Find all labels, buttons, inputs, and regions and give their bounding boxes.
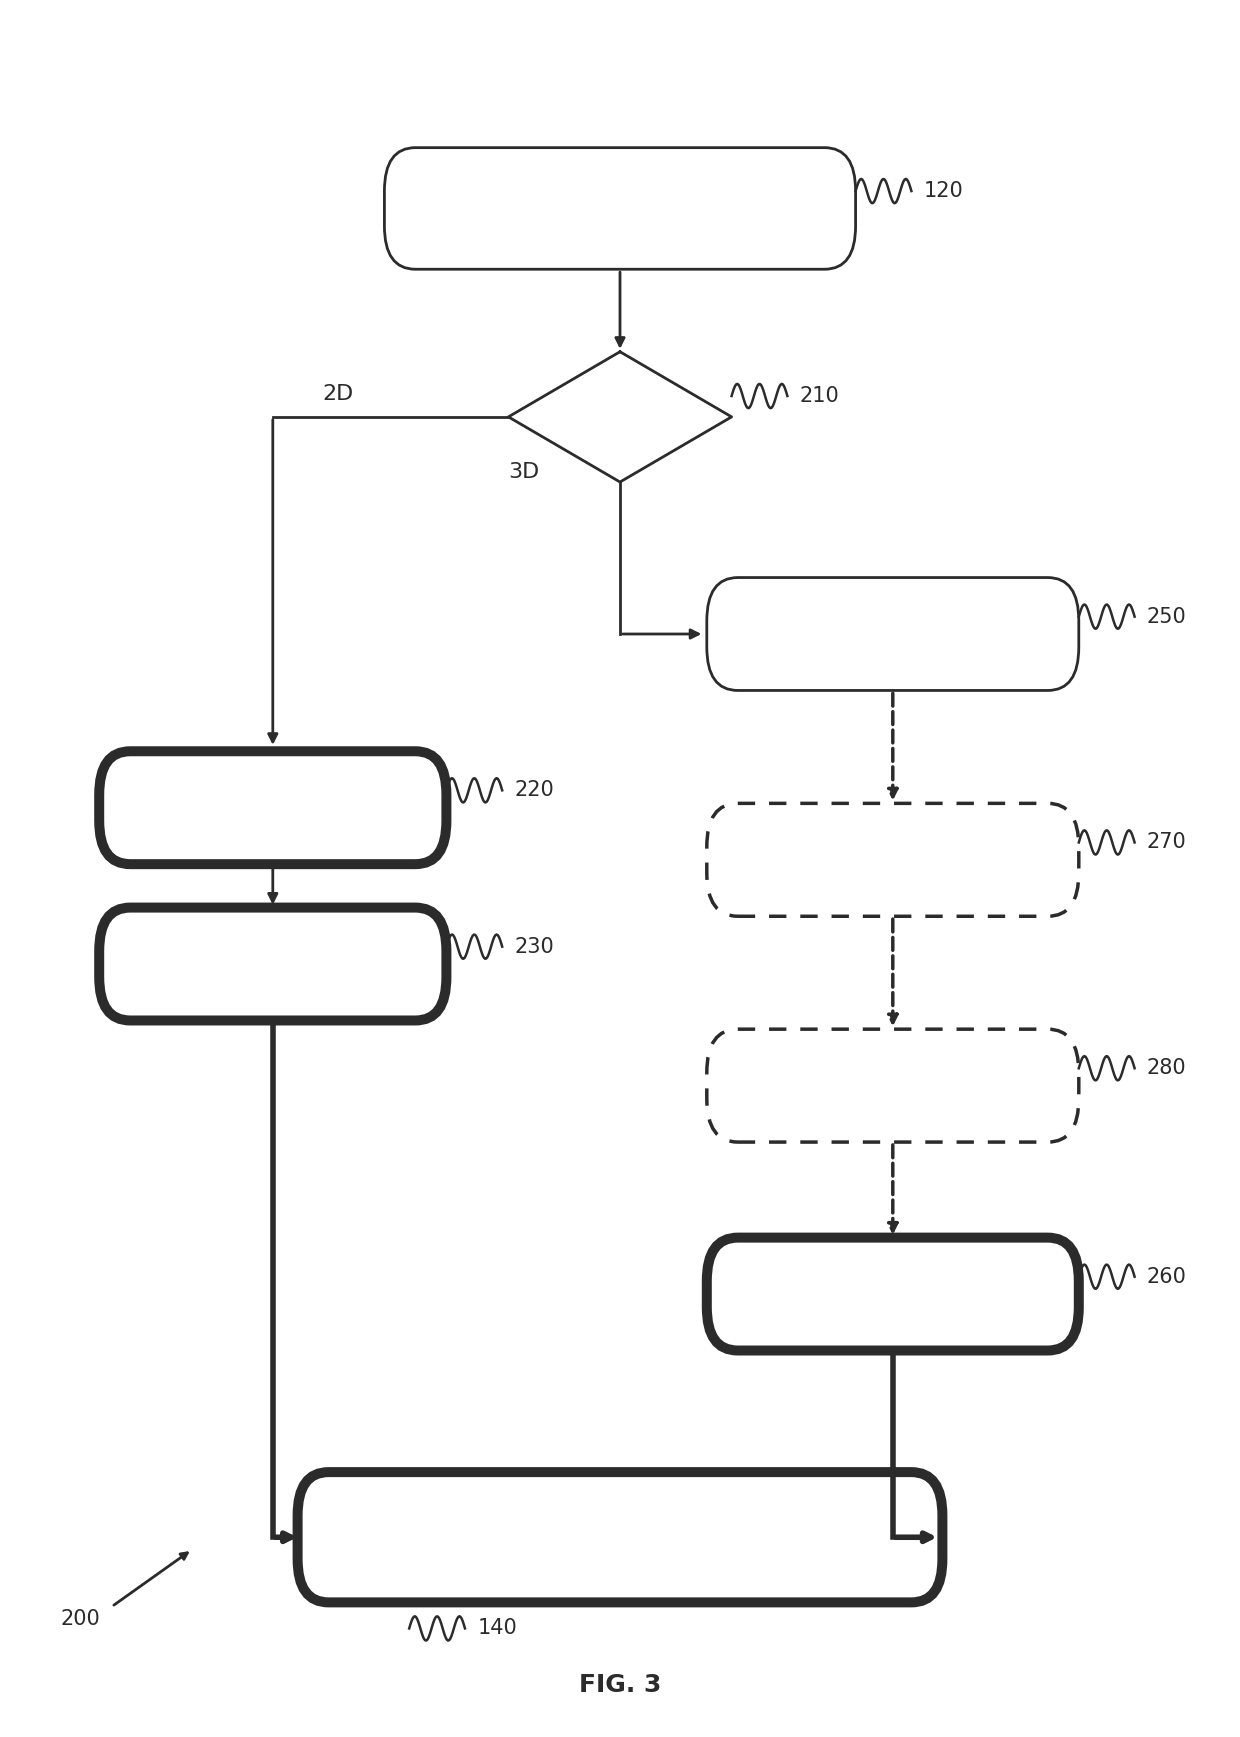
FancyBboxPatch shape <box>99 750 446 863</box>
Text: 140: 140 <box>477 1619 517 1638</box>
Text: 270: 270 <box>1147 832 1187 853</box>
Text: 200: 200 <box>61 1608 100 1629</box>
Text: 210: 210 <box>800 386 839 406</box>
FancyBboxPatch shape <box>99 907 446 1021</box>
Text: 260: 260 <box>1147 1266 1187 1287</box>
FancyBboxPatch shape <box>707 1237 1079 1351</box>
Text: FIG. 3: FIG. 3 <box>579 1673 661 1697</box>
FancyBboxPatch shape <box>707 577 1079 690</box>
Text: 230: 230 <box>515 936 554 957</box>
Text: 220: 220 <box>515 780 554 801</box>
Text: 250: 250 <box>1147 606 1187 627</box>
Text: 2D: 2D <box>322 384 353 405</box>
Text: 280: 280 <box>1147 1058 1187 1079</box>
FancyBboxPatch shape <box>298 1471 942 1602</box>
Text: 120: 120 <box>924 181 963 201</box>
FancyBboxPatch shape <box>707 1028 1079 1143</box>
FancyBboxPatch shape <box>384 148 856 269</box>
FancyBboxPatch shape <box>707 802 1079 915</box>
Text: 3D: 3D <box>508 462 539 483</box>
